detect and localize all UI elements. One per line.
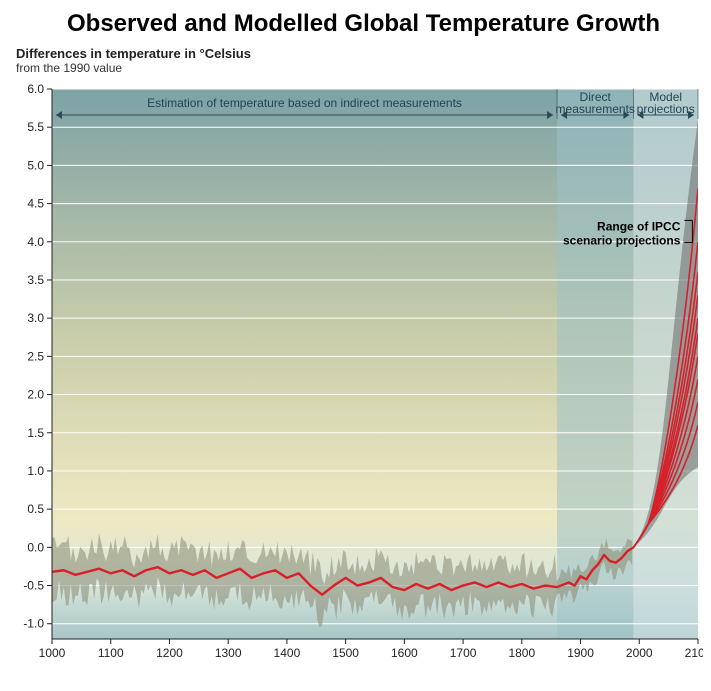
chart-svg: Estimation of temperature based on indir… [8, 79, 703, 679]
x-tick-label: 1300 [215, 646, 242, 660]
y-tick-label: 1.5 [27, 426, 44, 440]
y-tick-label: 5.0 [27, 158, 44, 172]
temperature-chart: Estimation of temperature based on indir… [8, 79, 703, 679]
x-tick-label: 1400 [274, 646, 301, 660]
y-tick-label: -0.5 [23, 579, 44, 593]
y-tick-label: 4.5 [27, 197, 44, 211]
y-tick-label: 2.0 [27, 388, 44, 402]
y-tick-label: 1.0 [27, 464, 44, 478]
x-tick-label: 1000 [39, 646, 66, 660]
x-tick-label: 1700 [450, 646, 477, 660]
region-label: Estimation of temperature based on indir… [147, 96, 462, 110]
y-tick-label: 5.5 [27, 120, 44, 134]
x-tick-label: 1900 [567, 646, 594, 660]
y-tick-label: 4.0 [27, 235, 44, 249]
y-tick-label: 3.0 [27, 311, 44, 325]
y-axis-label-bold: Differences in temperature in °Celsius [16, 46, 711, 61]
chart-title: Observed and Modelled Global Temperature… [8, 10, 711, 38]
x-tick-label: 1800 [508, 646, 535, 660]
y-tick-label: 0.5 [27, 502, 44, 516]
y-tick-label: -1.0 [23, 617, 44, 631]
x-tick-label: 1500 [332, 646, 359, 660]
x-tick-label: 1600 [391, 646, 418, 660]
x-tick-label: 2100 [685, 646, 703, 660]
x-tick-label: 2000 [626, 646, 653, 660]
y-axis-label-sub: from the 1990 value [16, 61, 711, 75]
y-tick-label: 6.0 [27, 82, 44, 96]
y-tick-label: 3.5 [27, 273, 44, 287]
x-tick-label: 1100 [98, 646, 124, 660]
y-tick-label: 0.0 [27, 540, 44, 554]
y-tick-label: 2.5 [27, 349, 44, 363]
x-tick-label: 1200 [156, 646, 183, 660]
